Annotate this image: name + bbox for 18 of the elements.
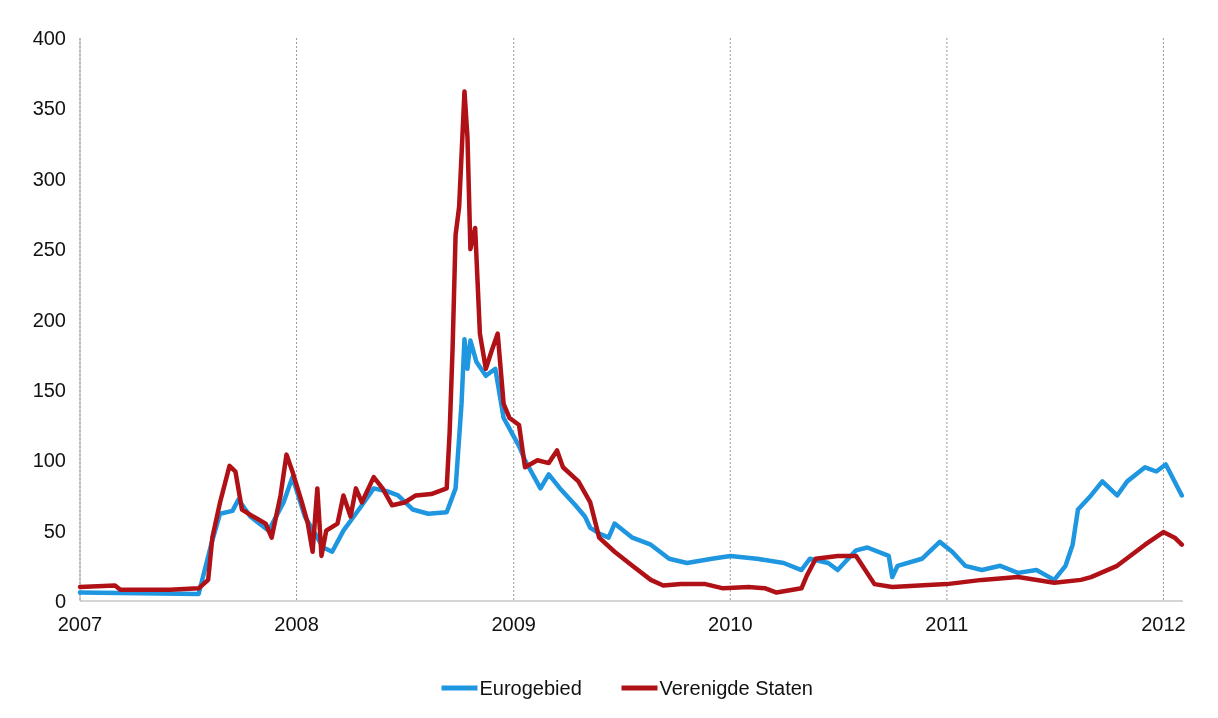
y-tick-label: 100 (32, 449, 66, 472)
x-tick-label: 2011 (925, 613, 969, 635)
y-tick-label: 0 (54, 590, 66, 612)
x-tick-label: 2007 (57, 613, 103, 635)
y-tick-label: 400 (32, 27, 66, 49)
y-tick-label: 300 (32, 167, 66, 190)
y-tick-label: 150 (32, 378, 66, 401)
legend-label: Verenigde Staten (659, 677, 813, 699)
line-series (77, 89, 1185, 595)
x-tick-label: 2012 (1141, 613, 1186, 635)
y-tick-label: 250 (32, 238, 66, 261)
legend-label: Eurogebied (479, 677, 582, 699)
x-tick-label: 2010 (708, 613, 753, 635)
y-tick-label: 50 (43, 519, 66, 542)
y-tick-label: 350 (32, 97, 66, 120)
x-tick-label: 2009 (491, 613, 536, 635)
x-tick-label: 2008 (274, 613, 319, 635)
y-tick-label: 200 (32, 308, 66, 331)
